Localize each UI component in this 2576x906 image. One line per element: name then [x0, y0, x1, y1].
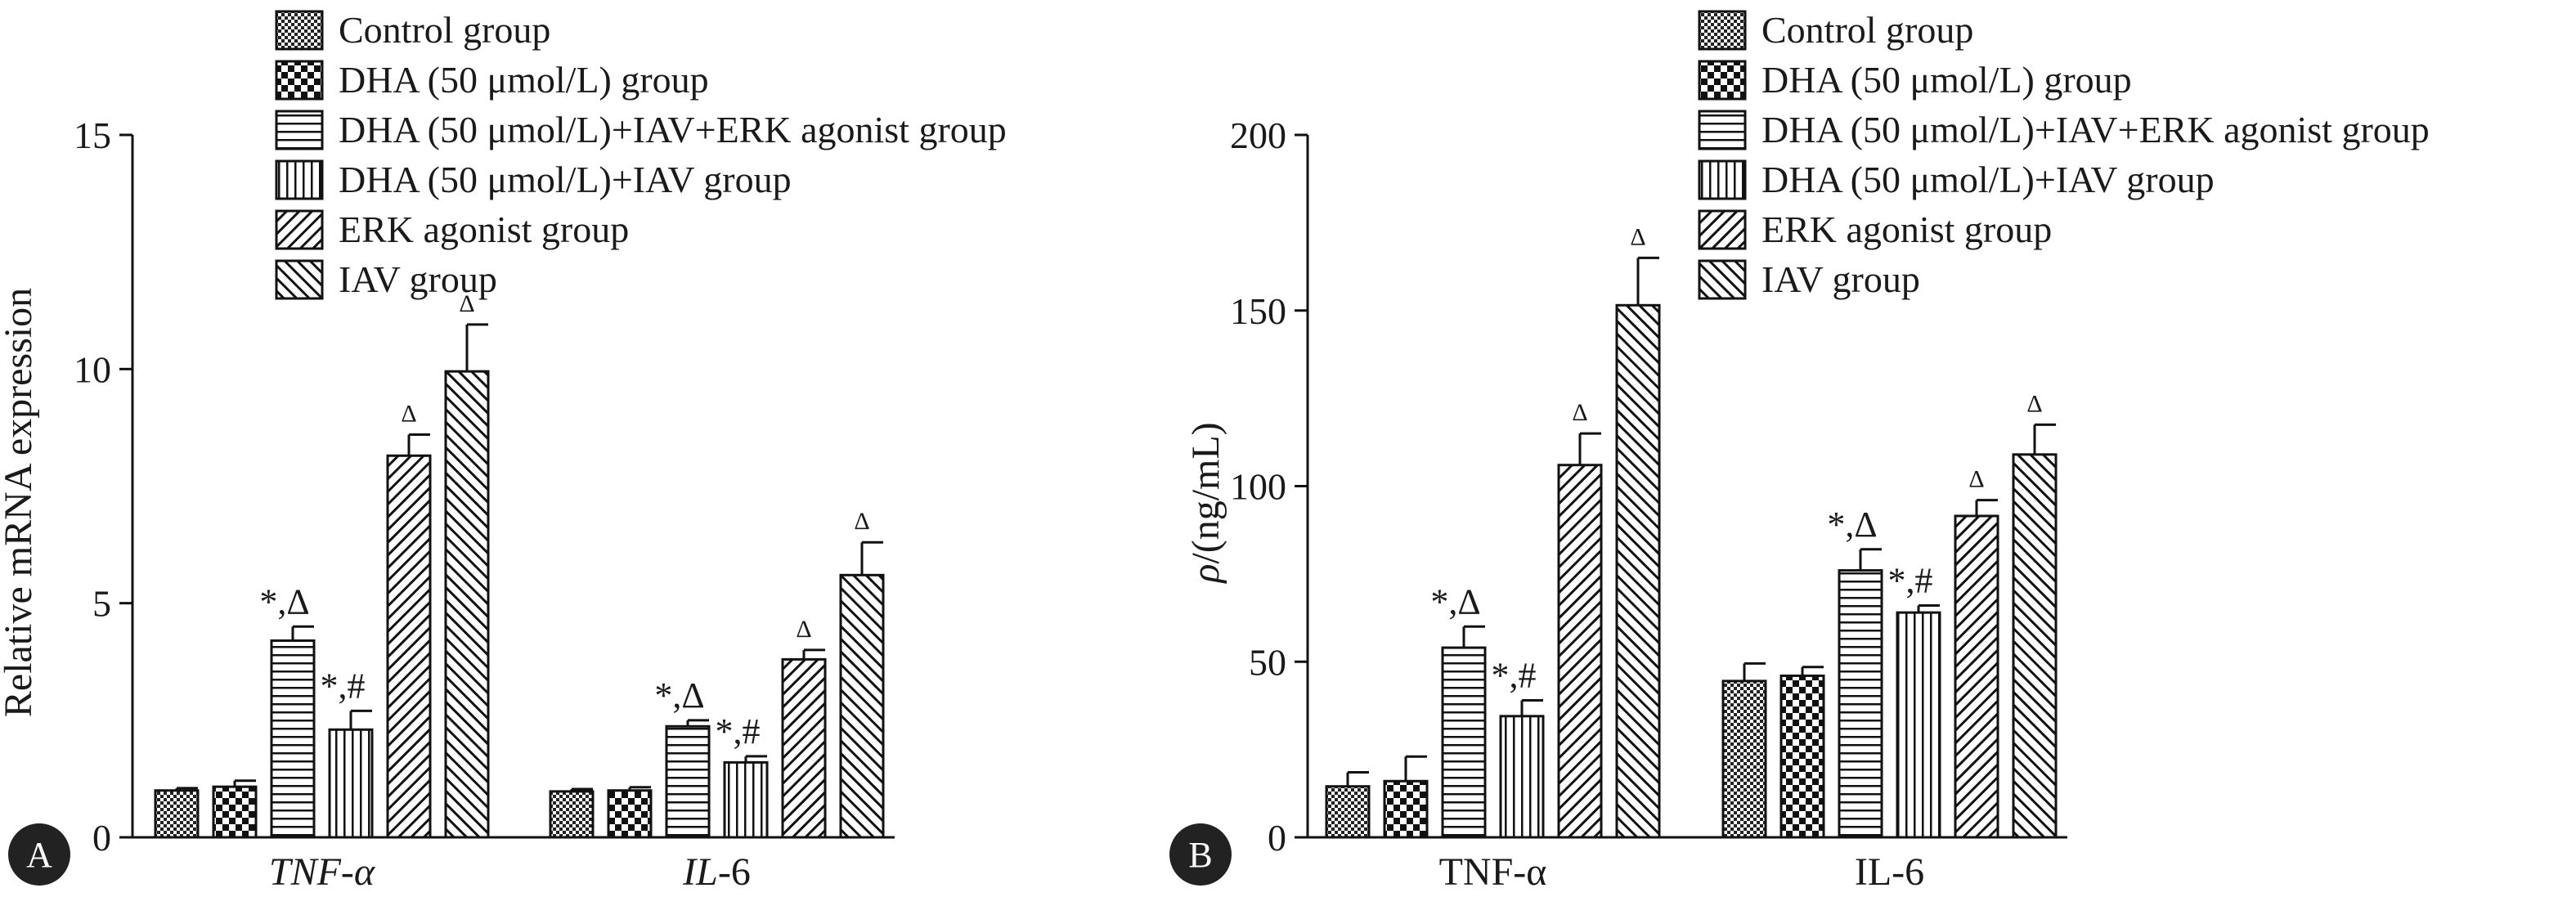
panel-a-bar-1-5 [839, 573, 885, 839]
panel-b-bar-1-5 [2012, 453, 2058, 839]
panel-b-significance-1-5: Δ [2026, 390, 2042, 417]
panel-b-bar-0-4 [1557, 464, 1603, 839]
panel-a-bar-0-3 [328, 728, 374, 839]
panel-b-significance-0-3: *,# [1492, 655, 1537, 695]
panel-a-bar-1-3 [723, 760, 769, 839]
panel-b-legend-swatch-0 [1698, 10, 1747, 51]
panel-b-y-axis-title-symbol: ρ [1184, 564, 1227, 585]
panel-b-y-tick-label-2: 100 [1230, 466, 1286, 508]
panel-a-legend-label-1: DHA (50 μmol/L) group [339, 59, 709, 101]
panel-b-badge-letter: B [1188, 835, 1212, 875]
panel-b-bar-1-0 [1721, 680, 1767, 839]
panel-b-legend-label-4: ERK agonist group [1761, 209, 2052, 250]
panel-a-category-label-1-name: IL- [682, 850, 731, 894]
panel-b-significance-0-4: Δ [1572, 399, 1587, 426]
panel-a-y-axis-title: Relative mRNA expression [0, 288, 40, 717]
panel-b-legend-label-2: DHA (50 μmol/L)+IAV+ERK agonist group [1761, 109, 2430, 150]
panel-b-bar-0-3 [1499, 715, 1545, 839]
panel-b-legend-swatch-2 [1698, 110, 1747, 150]
panel-b-legend-swatch-1 [1698, 60, 1747, 101]
panel-a-bar-0-2 [270, 639, 316, 839]
panel-b-y-tick-label-0: 0 [1268, 817, 1286, 859]
panel-b-chart: B Control group DHA (50 μmol/L) group DHA … [1169, 9, 2430, 894]
panel-b-bar-0-1 [1383, 779, 1429, 839]
panel-a-legend-label-5: IAV group [339, 258, 497, 300]
panel-a-bar-0-4 [386, 454, 432, 839]
panel-b-bar-0-2 [1441, 646, 1487, 839]
panel-b-y-tick-label-3: 150 [1230, 290, 1286, 332]
panel-b-legend-label-3: DHA (50 μmol/L)+IAV group [1761, 159, 2215, 200]
panel-b-legend-swatch-4 [1698, 209, 1747, 250]
panel-a-bar-1-4 [781, 657, 827, 839]
panel-a-y-tick-label-3: 15 [74, 114, 111, 156]
panel-a-significance-1-2: *,Δ [654, 675, 704, 715]
panel-b-legend-label-5: IAV group [1761, 258, 1920, 300]
panel-a-badge-letter: A [26, 835, 52, 875]
panel-b-y-axis-title: ρ/(ng/mL) [1184, 422, 1227, 584]
panel-b-bar-1-1 [1779, 674, 1825, 839]
panel-b-significance-1-3: *,# [1888, 561, 1933, 601]
panel-a-significance-1-3: *,# [716, 711, 761, 751]
panel-b-significance-1-2: *,Δ [1827, 505, 1877, 545]
panel-a-legend-label-0: Control group [339, 9, 550, 51]
panel-a-significance-0-4: Δ [401, 401, 416, 428]
panel-a-category-label-0: TNF-α [269, 850, 375, 894]
panel-a-chart: A Control group DHA (50 μmol/L) group DHA … [0, 9, 1007, 894]
panel-b-bar-0-5 [1615, 303, 1661, 839]
panel-a-legend-swatch-1 [275, 60, 324, 101]
panel-b-significance-1-4: Δ [1968, 466, 1984, 493]
panel-a-legend-swatch-2 [275, 110, 324, 150]
panel-a-legend-swatch-4 [275, 209, 324, 250]
panel-a-bar-0-0 [154, 789, 200, 839]
panel-b-bar-1-2 [1838, 569, 1883, 839]
panel-a-category-label-0-suffix: α [354, 850, 375, 894]
panel-a-category-label-1-suffix: 6 [731, 850, 751, 894]
panel-a-bar-0-1 [212, 785, 258, 839]
panel-a-category-label-1: IL-6 [682, 850, 751, 894]
panel-b-legend-swatch-5 [1698, 259, 1747, 300]
panel-b-bar-0-0 [1325, 785, 1371, 839]
panel-b-bar-1-4 [1954, 514, 1999, 839]
panel-b-y-tick-label-4: 200 [1230, 114, 1286, 156]
panel-a-significance-0-5: Δ [459, 290, 474, 317]
panel-a-category-label-0-name: TNF- [269, 850, 354, 894]
panel-a-bar-1-2 [665, 724, 711, 839]
panel-a-y-tick-label-1: 5 [92, 583, 111, 625]
panel-a-significance-0-3: *,# [321, 666, 366, 706]
panel-b-y-axis-title-unit: /(ng/mL) [1184, 422, 1227, 563]
panel-a-legend-swatch-5 [275, 259, 324, 300]
panel-a-legend-swatch-0 [275, 10, 324, 51]
panel-a-significance-0-2: *,Δ [259, 581, 309, 621]
panel-a-significance-1-5: Δ [854, 508, 869, 535]
panel-b-category-label-1: IL-6 [1855, 850, 1924, 894]
panel-b-significance-0-5: Δ [1630, 223, 1645, 250]
panel-a-y-tick-label-2: 10 [74, 348, 111, 390]
panel-b-badge [1169, 823, 1232, 886]
panel-a-bar-1-0 [549, 790, 595, 839]
panel-a-bar-0-5 [444, 370, 490, 839]
panel-b-legend-swatch-3 [1698, 159, 1747, 200]
panel-b-category-label-0: TNF-α [1439, 850, 1547, 894]
panel-b-y-tick-label-1: 50 [1249, 641, 1286, 683]
panel-a-bar-1-1 [607, 789, 653, 839]
panel-b-significance-0-2: *,Δ [1430, 581, 1480, 621]
panel-a-y-tick-label-0: 0 [92, 817, 111, 859]
panel-b-legend-label-1: DHA (50 μmol/L) group [1761, 59, 2132, 101]
panel-a-legend-label-3: DHA (50 μmol/L)+IAV group [339, 159, 792, 200]
panel-b-legend-label-0: Control group [1761, 9, 1973, 51]
panel-a-legend-swatch-3 [275, 159, 324, 200]
panel-a-significance-1-4: Δ [796, 616, 811, 643]
panel-a-legend-label-4: ERK agonist group [339, 209, 629, 250]
panel-a-badge [8, 823, 70, 886]
panel-a-legend-label-2: DHA (50 μmol/L)+IAV+ERK agonist group [339, 109, 1007, 150]
panel-b-bar-1-3 [1896, 611, 1941, 839]
